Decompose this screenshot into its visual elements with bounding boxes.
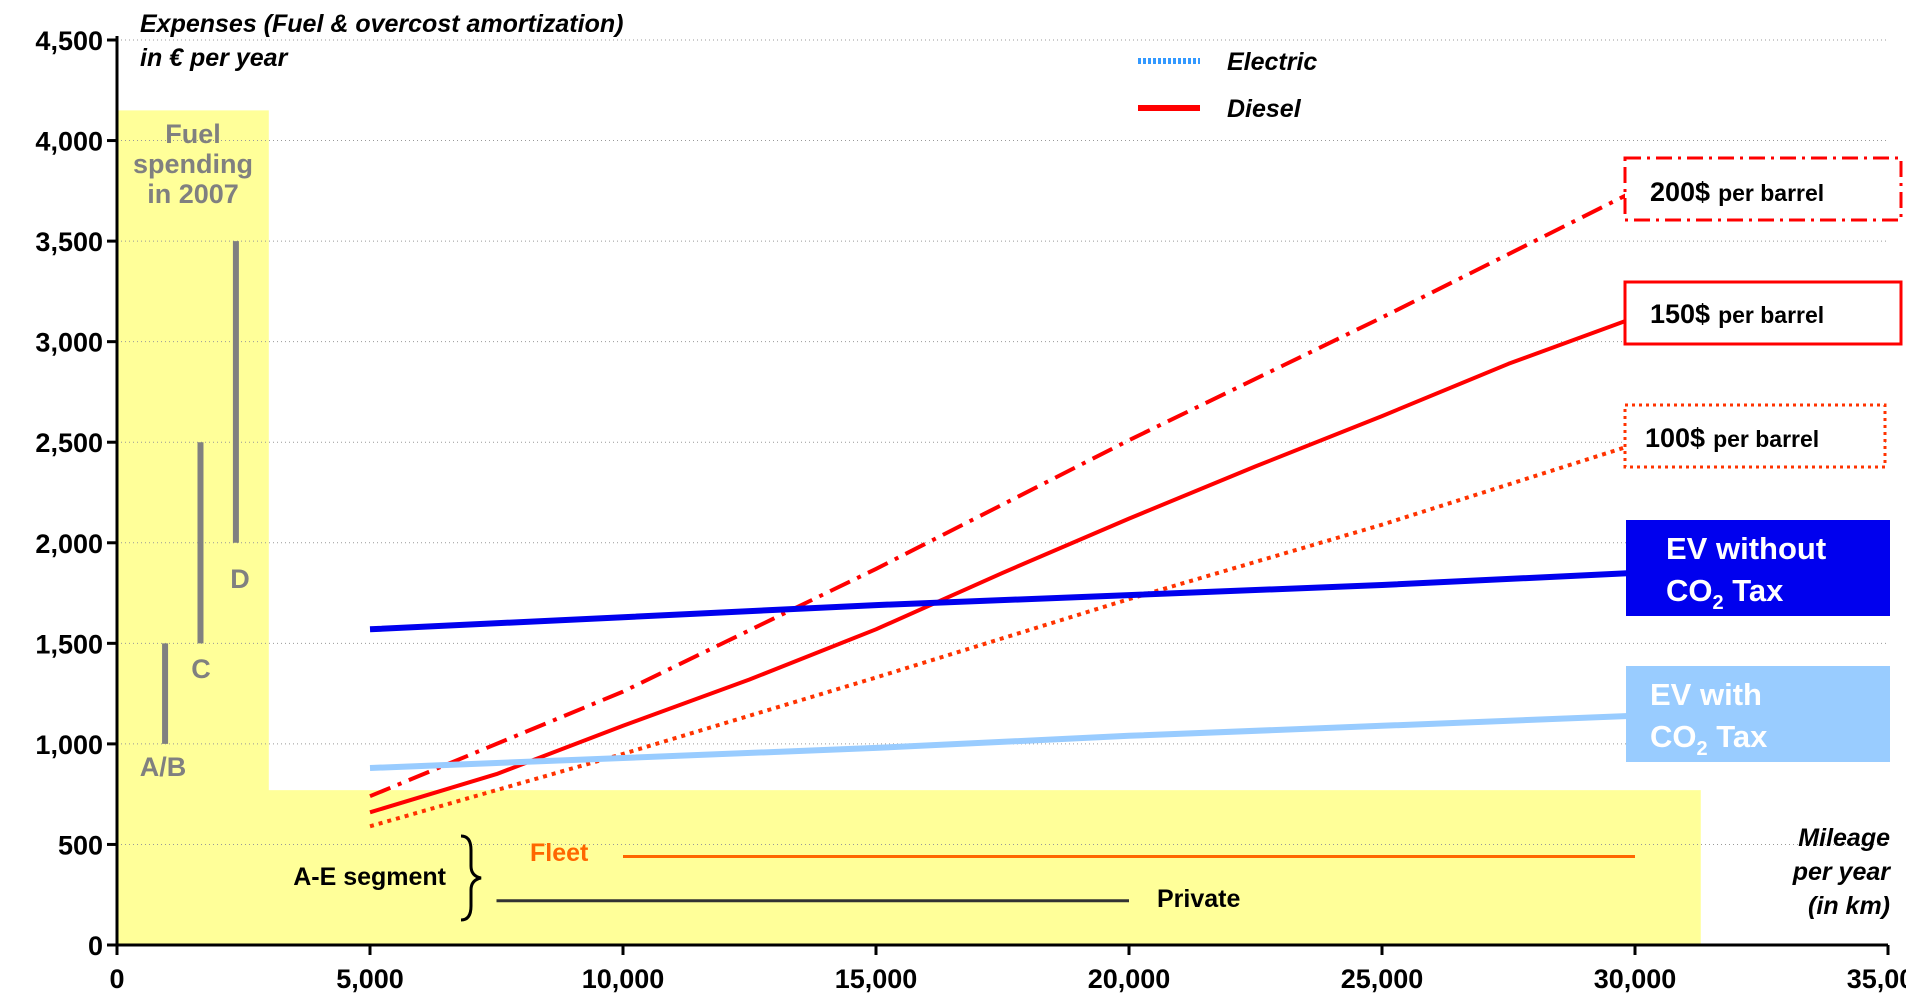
fuel-bar-label-c: C: [191, 654, 211, 684]
y-tick-label: 3,000: [35, 328, 103, 358]
x-tick-label: 20,000: [1088, 964, 1171, 994]
y-tick-label: 500: [58, 830, 103, 860]
series-line-diesel-200: [369, 189, 1636, 799]
label-box-200: [1623, 156, 1903, 222]
label-box-ev-tax: [1626, 666, 1890, 762]
fuel-spending-label-line2: spending: [133, 149, 253, 179]
label-ev-tax-co: CO: [1650, 719, 1697, 754]
label-ev-tax-tail: Tax: [1708, 719, 1768, 754]
x-axis-title-line2: per year: [1792, 858, 1892, 886]
label-ev-tax-sub: 2: [1697, 738, 1708, 760]
x-tick-label: 35,000: [1847, 964, 1906, 994]
fleet-label: Fleet: [530, 839, 589, 867]
y-tick-label: 4,500: [35, 26, 103, 56]
label-ev-no-tax-co: CO: [1666, 573, 1713, 608]
y-axis-title-line2: in € per year: [140, 44, 289, 72]
series-line-ev-tax: [369, 712, 1636, 771]
label-200: 200$ per barrel: [1650, 177, 1824, 207]
label-100: 100$ per barrel: [1645, 423, 1819, 453]
x-tick-label: 25,000: [1341, 964, 1424, 994]
private-label: Private: [1157, 885, 1240, 913]
label-ev-no-tax-sub: 2: [1713, 592, 1724, 614]
series-labels: 200$ per barrel 150$ per barrel 100$ per ba…: [1623, 156, 1903, 762]
y-tick-label: 4,000: [35, 127, 103, 157]
label-200-unit: per barrel: [1718, 180, 1824, 206]
x-axis-title-line3: (in km): [1808, 892, 1890, 920]
fuel-bar-label-d: D: [230, 564, 250, 594]
label-ev-no-tax-line2: CO2 Tax: [1666, 573, 1784, 614]
background-highlight-layer: [117, 110, 1701, 945]
fuel-spending-label-line3: in 2007: [147, 179, 239, 209]
label-150-value: 150$: [1650, 299, 1710, 329]
axis-titles: Expenses (Fuel & overcost amortization) …: [140, 10, 1891, 920]
series-line-ev-no-tax: [369, 569, 1636, 633]
series-lines: [369, 189, 1636, 829]
legend: Electric Diesel: [1138, 48, 1317, 123]
legend-diesel-label: Diesel: [1227, 95, 1302, 123]
x-tick-label: 15,000: [835, 964, 918, 994]
axes: 0 500 1,000 1,500 2,000 2,500 3,000 3,500 4,000 4…: [35, 26, 1906, 994]
label-ev-no-tax-tail: Tax: [1724, 573, 1784, 608]
x-axis-title-line1: Mileage: [1798, 824, 1890, 852]
label-box-150: [1623, 280, 1903, 346]
label-150-unit: per barrel: [1718, 302, 1824, 328]
label-100-value: 100$: [1645, 423, 1705, 453]
segment-panel: A-E segment Fleet Private: [293, 834, 1635, 922]
x-tick-label: 10,000: [582, 964, 665, 994]
x-tick-label: 0: [109, 964, 124, 994]
y-tick-label: 1,000: [35, 730, 103, 760]
label-100-unit: per barrel: [1713, 426, 1819, 452]
label-ev-tax-line1: EV with: [1650, 677, 1762, 712]
segment-brace: [460, 834, 482, 922]
y-tick-label: 2,500: [35, 428, 103, 458]
label-box-ev-no-tax: [1626, 520, 1890, 616]
series-line-diesel-150: [369, 315, 1636, 815]
label-200-value: 200$: [1650, 177, 1710, 207]
label-box-100: [1623, 403, 1887, 469]
segment-label: A-E segment: [293, 863, 446, 891]
label-150: 150$ per barrel: [1650, 299, 1824, 329]
label-ev-no-tax-line1: EV without: [1666, 531, 1826, 566]
y-axis-title-line1: Expenses (Fuel & overcost amortization): [140, 10, 623, 38]
y-tick-label: 1,500: [35, 629, 103, 659]
legend-electric-label: Electric: [1227, 48, 1317, 76]
fuel-spending-2007: Fuel spending in 2007 A/B C D: [133, 119, 253, 782]
fuel-spending-label-line1: Fuel: [165, 119, 221, 149]
series-line-diesel-100: [369, 442, 1636, 829]
segment-highlight: [117, 790, 1701, 945]
x-tick-label: 5,000: [336, 964, 404, 994]
x-tick-label: 30,000: [1594, 964, 1677, 994]
y-tick-label: 3,500: [35, 227, 103, 257]
fuel-bar-label-ab: A/B: [140, 752, 187, 782]
gridlines: [117, 39, 1888, 845]
y-tick-label: 0: [88, 931, 103, 961]
y-tick-label: 2,000: [35, 529, 103, 559]
label-ev-tax-line2: CO2 Tax: [1650, 719, 1768, 760]
